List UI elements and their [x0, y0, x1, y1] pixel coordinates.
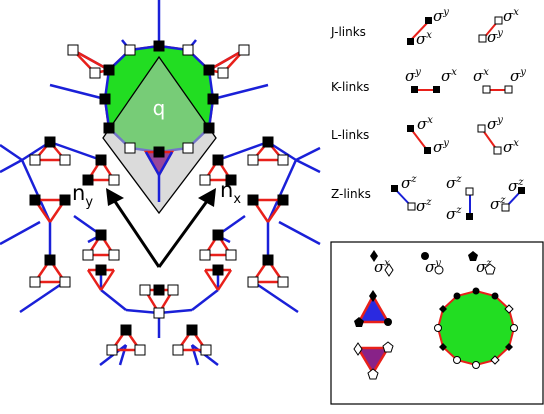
- lattice-site: [186, 324, 198, 336]
- j-link-2: σx σy: [478, 7, 519, 46]
- lattice-site: [225, 249, 237, 261]
- svg-text:σx: σx: [441, 67, 457, 85]
- l-link-2: σy σx: [477, 115, 519, 156]
- legend-box: [330, 241, 544, 405]
- svg-text:σy: σy: [433, 138, 449, 156]
- lattice-site: [225, 174, 237, 186]
- lattice-site: [95, 264, 107, 276]
- lattice-site: [182, 142, 194, 154]
- lattice-site: [82, 174, 94, 186]
- lattice-site: [262, 254, 274, 266]
- lattice-site: [82, 249, 94, 261]
- k-link-2: σx σy: [473, 67, 526, 94]
- vector-nx-label: nx: [220, 178, 241, 207]
- svg-text:σy: σy: [405, 67, 421, 85]
- lattice-site: [167, 284, 179, 296]
- lattice-site: [212, 229, 224, 241]
- svg-text:σx: σx: [417, 115, 433, 133]
- lattice-site: [217, 67, 229, 79]
- lattice-site: [106, 344, 118, 356]
- lattice-site: [134, 344, 146, 356]
- lattice-site: [108, 249, 120, 261]
- lattice-site: [103, 122, 115, 134]
- svg-text:σy: σy: [510, 67, 526, 85]
- legend-symbol-x: σx: [370, 250, 394, 277]
- lattice-site: [199, 174, 211, 186]
- z-links-label: Z-links: [331, 187, 371, 201]
- lattice-site: [59, 194, 71, 206]
- lattice-site: [277, 276, 289, 288]
- lattice-site: [89, 67, 101, 79]
- lattice-site: [247, 194, 259, 206]
- lattice-site: [44, 136, 56, 148]
- lattice-site: [44, 254, 56, 266]
- lattice-site: [29, 276, 41, 288]
- svg-text:σy: σy: [433, 7, 449, 25]
- lattice-site: [238, 44, 250, 56]
- z-link-1: σz σz: [391, 174, 432, 215]
- lattice-site: [95, 154, 107, 166]
- svg-text:σz: σz: [446, 174, 462, 192]
- lattice-site: [120, 324, 132, 336]
- lattice-site: [203, 122, 215, 134]
- lattice-site: [247, 154, 259, 166]
- svg-text:σx: σx: [416, 30, 432, 48]
- unit-cell: [102, 55, 217, 215]
- lattice-site: [207, 93, 219, 105]
- lattice-site: [172, 344, 184, 356]
- lattice-vectors: [110, 196, 212, 268]
- lattice-site: [212, 264, 224, 276]
- legend-symbol-z: σz: [468, 251, 496, 276]
- lattice-site: [108, 174, 120, 186]
- z-link-3: σz σz: [490, 177, 525, 213]
- lattice-site: [199, 249, 211, 261]
- z-link-2: σz σz: [446, 174, 474, 223]
- lattice-site: [99, 93, 111, 105]
- svg-text:σx: σx: [503, 138, 519, 156]
- lattice-site: [203, 64, 215, 76]
- lattice-site: [277, 194, 289, 206]
- svg-text:σy: σy: [487, 28, 503, 46]
- lattice-site: [277, 154, 289, 166]
- lattice-site: [29, 154, 41, 166]
- lattice-site: [139, 284, 151, 296]
- lattice-site: [153, 284, 165, 296]
- lattice-site: [200, 344, 212, 356]
- svg-text:σz: σz: [416, 197, 432, 215]
- j-links-label: J-links: [330, 25, 366, 39]
- legend-purple-triangle: [353, 341, 394, 380]
- l-link-1: σx σy: [407, 115, 449, 156]
- legend-symbol-y: σy: [421, 252, 444, 276]
- legend-green-plaquette: [434, 287, 518, 369]
- legend-blue-triangle: [354, 290, 392, 327]
- lattice-site: [153, 146, 165, 158]
- j-link-1: σy σx: [407, 7, 449, 48]
- lattice-site: [95, 229, 107, 241]
- lattice-site: [182, 44, 194, 56]
- lattice-site: [153, 307, 165, 319]
- lattice-site: [153, 40, 165, 52]
- lattice-site: [103, 64, 115, 76]
- lattice-site: [212, 154, 224, 166]
- k-link-1: σy σx: [405, 67, 457, 93]
- plaquette-label: q: [153, 96, 166, 120]
- lattice-site: [262, 136, 274, 148]
- lattice-site: [59, 276, 71, 288]
- svg-text:σz: σz: [446, 205, 462, 223]
- lattice-site: [59, 154, 71, 166]
- svg-text:σx: σx: [503, 7, 519, 25]
- svg-text:σz: σz: [401, 174, 417, 192]
- lattice-site: [67, 44, 79, 56]
- svg-text:σy: σy: [487, 115, 503, 133]
- l-links-label: L-links: [331, 128, 369, 142]
- sites: [29, 40, 289, 356]
- lattice-site: [247, 276, 259, 288]
- lattice-site: [124, 44, 136, 56]
- svg-text:σx: σx: [473, 67, 489, 85]
- lattice-site: [124, 142, 136, 154]
- lattice-site: [29, 194, 41, 206]
- k-links-label: K-links: [331, 80, 369, 94]
